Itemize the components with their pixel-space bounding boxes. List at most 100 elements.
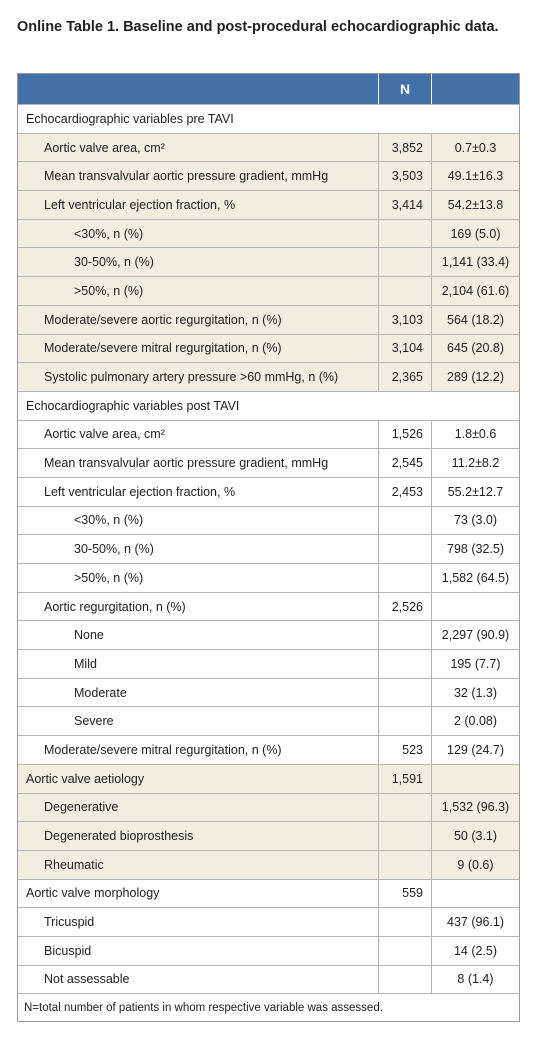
table-row: <30%, n (%) 169 (5.0) bbox=[18, 218, 519, 248]
row-label: Not assessable bbox=[44, 972, 130, 987]
table-row: Moderate/severe mitral regurgitation, n … bbox=[18, 333, 519, 363]
n-cell bbox=[378, 564, 431, 592]
header-row: N bbox=[18, 74, 519, 104]
row-label: Aortic regurgitation, n (%) bbox=[44, 599, 186, 614]
n-cell: 3,414 bbox=[378, 191, 431, 219]
table-row: None 2,297 (90.9) bbox=[18, 620, 519, 650]
table-row: >50%, n (%) 2,104 (61.6) bbox=[18, 276, 519, 305]
row-label: Bicuspid bbox=[44, 943, 92, 958]
row-label: Severe bbox=[74, 714, 114, 729]
value-cell: 289 (12.2) bbox=[431, 363, 519, 391]
row-label: 30-50%, n (%) bbox=[74, 255, 154, 270]
value-cell: 55.2±12.7 bbox=[431, 477, 519, 506]
row-label: <30%, n (%) bbox=[74, 513, 144, 528]
value-cell: 73 (3.0) bbox=[431, 506, 519, 535]
n-cell bbox=[378, 707, 431, 736]
table-row: Degenerative 1,532 (96.3) bbox=[18, 792, 519, 822]
value-cell: 2,297 (90.9) bbox=[431, 621, 519, 650]
value-cell: 8 (1.4) bbox=[431, 965, 519, 994]
row-label: >50%, n (%) bbox=[74, 570, 144, 585]
value-cell: 14 (2.5) bbox=[431, 936, 519, 965]
footnote: N=total number of patients in whom respe… bbox=[24, 1001, 383, 1014]
row-label: <30%, n (%) bbox=[74, 226, 144, 241]
row-label: None bbox=[74, 628, 104, 643]
table-row: Aortic valve area, cm² 1,526 1.8±0.6 bbox=[18, 419, 519, 449]
n-cell bbox=[378, 793, 431, 822]
row-label: Rheumatic bbox=[44, 857, 104, 872]
row-label: Aortic valve aetiology bbox=[26, 771, 145, 786]
n-cell: 1,526 bbox=[378, 420, 431, 449]
table-row: <30%, n (%) 73 (3.0) bbox=[18, 505, 519, 535]
value-cell: 169 (5.0) bbox=[431, 219, 519, 248]
n-cell bbox=[378, 535, 431, 563]
value-cell: 1,582 (64.5) bbox=[431, 564, 519, 592]
n-cell bbox=[378, 965, 431, 994]
n-cell bbox=[378, 248, 431, 277]
row-label: Moderate/severe mitral regurgitation, n … bbox=[44, 341, 282, 356]
value-cell: 437 (96.1) bbox=[431, 908, 519, 936]
value-cell: 54.2±13.8 bbox=[431, 191, 519, 219]
row-label: Aortic valve area, cm² bbox=[44, 140, 165, 155]
table-row: Aortic valve aetiology 1,591 bbox=[18, 763, 519, 793]
n-cell: 3,103 bbox=[378, 305, 431, 334]
table-row: Moderate/severe mitral regurgitation, n … bbox=[18, 735, 519, 764]
value-cell: 1.8±0.6 bbox=[431, 420, 519, 449]
value-cell bbox=[431, 879, 519, 908]
row-label: Left ventricular ejection fraction, % bbox=[44, 484, 236, 499]
value-cell: 2,104 (61.6) bbox=[431, 277, 519, 305]
value-cell: 32 (1.3) bbox=[431, 678, 519, 707]
n-cell: 2,545 bbox=[378, 449, 431, 477]
row-label: Echocardiographic variables pre TAVI bbox=[26, 111, 234, 126]
n-cell bbox=[378, 277, 431, 305]
row-label: Aortic valve area, cm² bbox=[44, 427, 165, 442]
row-label: >50%, n (%) bbox=[74, 283, 144, 298]
footnote-row: N=total number of patients in whom respe… bbox=[18, 993, 519, 1021]
n-cell: 1,591 bbox=[378, 764, 431, 793]
row-label: Mild bbox=[74, 656, 97, 671]
value-cell: 1,141 (33.4) bbox=[431, 248, 519, 277]
value-cell: 798 (32.5) bbox=[431, 535, 519, 563]
table-row: Bicuspid 14 (2.5) bbox=[18, 935, 519, 965]
row-label: Mean transvalvular aortic pressure gradi… bbox=[44, 169, 329, 184]
table-row: Mean transvalvular aortic pressure gradi… bbox=[18, 448, 519, 477]
row-label: 30-50%, n (%) bbox=[74, 542, 154, 557]
table-row: Systolic pulmonary artery pressure >60 m… bbox=[18, 362, 519, 391]
header-cell: N bbox=[378, 74, 431, 104]
value-cell: 195 (7.7) bbox=[431, 650, 519, 678]
n-cell bbox=[378, 936, 431, 965]
table-row: Moderate 32 (1.3) bbox=[18, 677, 519, 707]
value-cell: 564 (18.2) bbox=[431, 305, 519, 334]
table-row: Aortic valve area, cm² 3,852 0.7±0.3 bbox=[18, 132, 519, 162]
table-row: 30-50%, n (%) 1,141 (33.4) bbox=[18, 247, 519, 277]
n-cell: 3,104 bbox=[378, 334, 431, 363]
value-cell: 49.1±16.3 bbox=[431, 162, 519, 191]
row-label: Systolic pulmonary artery pressure >60 m… bbox=[44, 370, 339, 385]
value-cell: 0.7±0.3 bbox=[431, 133, 519, 162]
table-row: Aortic valve morphology 559 bbox=[18, 878, 519, 908]
row-label: Degenerated bioprosthesis bbox=[44, 829, 194, 844]
table-row: Degenerated bioprosthesis 50 (3.1) bbox=[18, 821, 519, 850]
n-cell: 2,365 bbox=[378, 363, 431, 391]
table-row: Mild 195 (7.7) bbox=[18, 649, 519, 678]
n-cell bbox=[378, 650, 431, 678]
table-row: >50%, n (%) 1,582 (64.5) bbox=[18, 563, 519, 592]
header-cell bbox=[18, 74, 378, 104]
value-cell: 11.2±8.2 bbox=[431, 449, 519, 477]
table-row: Moderate/severe aortic regurgitation, n … bbox=[18, 304, 519, 334]
n-cell: 2,453 bbox=[378, 477, 431, 506]
row-label: Tricuspid bbox=[44, 915, 95, 930]
row-label: Degenerative bbox=[44, 800, 119, 815]
table-row: Echocardiographic variables post TAVI bbox=[18, 390, 519, 420]
table-title: Online Table 1. Baseline and post-proced… bbox=[17, 19, 499, 35]
value-cell: 129 (24.7) bbox=[431, 736, 519, 764]
n-cell bbox=[378, 506, 431, 535]
value-cell: 9 (0.6) bbox=[431, 850, 519, 879]
value-cell bbox=[431, 764, 519, 793]
row-label: Moderate/severe aortic regurgitation, n … bbox=[44, 312, 282, 327]
n-cell bbox=[378, 850, 431, 879]
table-row: Left ventricular ejection fraction, % 3,4… bbox=[18, 190, 519, 219]
row-label: Left ventricular ejection fraction, % bbox=[44, 197, 236, 212]
value-cell: 2 (0.08) bbox=[431, 707, 519, 736]
n-cell: 523 bbox=[378, 736, 431, 764]
